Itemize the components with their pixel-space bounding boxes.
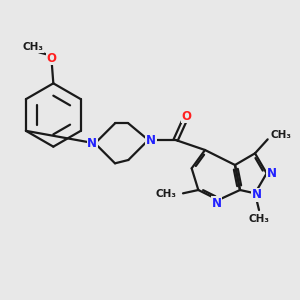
Text: CH₃: CH₃	[23, 42, 44, 52]
Text: N: N	[212, 197, 222, 210]
Text: N: N	[252, 188, 262, 202]
Text: O: O	[182, 110, 192, 122]
Text: O: O	[47, 52, 57, 65]
Text: CH₃: CH₃	[270, 130, 291, 140]
Text: N: N	[146, 134, 156, 146]
Text: N: N	[267, 167, 277, 180]
Text: CH₃: CH₃	[155, 189, 176, 199]
Text: N: N	[87, 137, 97, 150]
Text: CH₃: CH₃	[248, 214, 269, 224]
